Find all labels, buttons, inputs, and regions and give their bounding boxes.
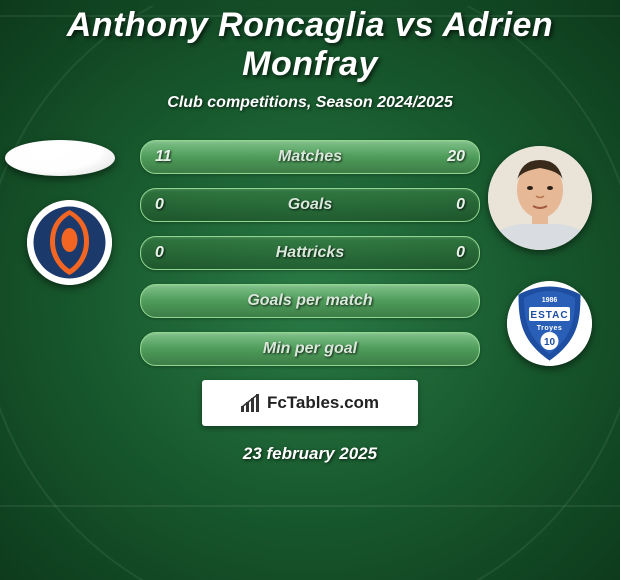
stat-right-value: 0 (456, 189, 465, 221)
stat-row: 0Hattricks0 (140, 236, 480, 270)
svg-text:ESTAC: ESTAC (530, 310, 568, 321)
watermark: FcTables.com (202, 380, 418, 426)
svg-text:10: 10 (544, 337, 556, 348)
stat-row: Goals per match (140, 284, 480, 318)
stat-row: Min per goal (140, 332, 480, 366)
stat-label: Goals (141, 189, 479, 221)
player-left-avatar (5, 140, 115, 176)
page-title: Anthony Roncaglia vs Adrien Monfray (0, 6, 620, 84)
player-left-club-badge (27, 200, 112, 285)
stat-bars: 11Matches200Goals00Hattricks0Goals per m… (140, 140, 480, 366)
svg-text:Troyes: Troyes (537, 325, 563, 332)
chart-icon (241, 394, 261, 412)
stat-label: Min per goal (141, 333, 479, 365)
stat-right-value: 20 (447, 141, 465, 173)
player-right-avatar (488, 146, 592, 250)
subtitle: Club competitions, Season 2024/2025 (0, 94, 620, 112)
stat-label: Matches (141, 141, 479, 173)
date-text: 23 february 2025 (0, 444, 620, 464)
stat-right-value: 0 (456, 237, 465, 269)
stat-label: Hattricks (141, 237, 479, 269)
player-right-club-badge: 1986 ESTAC Troyes 10 (507, 281, 592, 366)
comparison-panel: 1986 ESTAC Troyes 10 11Matches200Goals00… (0, 140, 620, 464)
stat-row: 11Matches20 (140, 140, 480, 174)
stat-label: Goals per match (141, 285, 479, 317)
svg-text:1986: 1986 (542, 297, 558, 304)
stat-row: 0Goals0 (140, 188, 480, 222)
watermark-text: FcTables.com (267, 393, 379, 413)
